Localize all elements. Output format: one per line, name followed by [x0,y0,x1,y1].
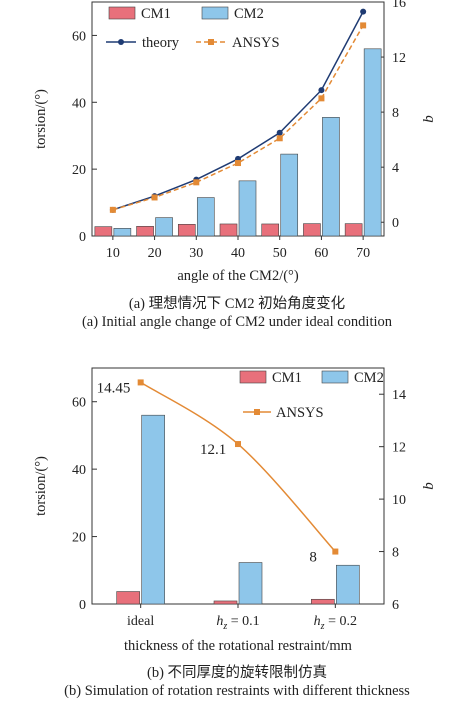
point-theory [360,8,367,15]
legend-label: ANSYS [232,35,280,51]
y-tick-label: 40 [72,96,86,111]
x-axis-title: angle of the CM2/(°) [177,268,299,284]
x-tick-label: hz = 0.1 [216,614,259,632]
x-tick-label: 10 [106,246,120,261]
point-theory [276,129,283,136]
point-ansys [151,194,158,201]
bar-cm1 [136,226,154,237]
caption-a-cn: (a) 理想情况下 CM2 初始角度变化 [128,296,346,312]
y-tick-label: 0 [79,230,86,245]
bar-cm2 [196,197,215,237]
point-ansys [235,441,241,448]
bar-cm2 [238,562,263,605]
point-ansys [360,22,367,29]
legend-label: theory [142,35,180,51]
bar-cm1 [303,223,321,237]
legend-swatch [108,6,136,20]
x-tick-label: 30 [189,246,203,261]
bar-cm1 [213,600,238,605]
bar-cm2 [336,564,360,605]
y2-tick-label: 16 [392,0,406,11]
caption-a-en: (a) Initial angle change of CM2 under id… [81,314,393,330]
bar-cm2 [141,414,165,605]
x-tick-label: 60 [314,246,328,261]
data-label: 14.45 [97,380,131,396]
y-tick-label: 0 [79,598,86,613]
point-theory [318,87,325,94]
legend-marker-theory [118,39,124,45]
data-label: 8 [309,550,317,566]
bar-cm1 [116,591,140,605]
y2-tick-label: 6 [392,598,399,613]
x-tick-label: hz = 0.2 [314,614,357,632]
point-ansys [109,206,116,213]
legend-swatch [239,370,267,384]
bar-cm2 [280,153,299,237]
bar-cm1 [94,226,113,237]
point-ansys [137,379,144,386]
caption-b-en: (b) Simulation of rotation restraints wi… [64,683,410,699]
x-tick-label: 40 [231,246,245,261]
y-tick-label: 40 [72,463,86,478]
y2-axis-title: b [421,482,437,490]
y2-tick-label: 10 [392,493,406,508]
x-axis-title: thickness of the rotational restraint/mm [124,638,353,654]
y2-tick-label: 0 [392,216,399,231]
y-tick-label: 60 [72,396,86,411]
chart-a: 0 20 40 60 0 4 8 12 16 10 20 30 40 50 60 70 angle of the… [33,0,437,284]
bar-cm2 [113,228,132,237]
y2-tick-label: 8 [392,546,399,561]
y2-axis-title: b [421,115,437,123]
legend-swatch [321,370,349,384]
point-ansys [193,179,200,186]
point-ansys [318,95,325,102]
legend-label: CM1 [141,6,171,22]
y-tick-label: 20 [72,163,86,178]
y2-tick-label: 4 [392,161,399,176]
x-tick-label: 50 [273,246,287,261]
y2-tick-label: 12 [392,441,406,456]
y2-tick-label: 14 [392,388,406,403]
y2-tick-label: 8 [392,106,399,121]
bar-cm2 [155,217,173,237]
point-ansys [276,135,283,142]
x-tick-label: ideal [127,614,154,629]
legend-swatch [201,6,229,20]
bar-cm1 [219,223,238,237]
legend-label: CM2 [234,6,264,22]
legend-marker-ansys [208,39,214,45]
data-label: 12.1 [200,442,226,458]
y-tick-label: 20 [72,531,86,546]
x-tick-label: 70 [356,246,370,261]
bar-cm1 [261,223,280,237]
point-ansys [332,548,339,555]
y2-tick-label: 12 [392,51,406,66]
legend-label: CM1 [272,370,302,386]
y-axis-title: torsion/(°) [33,89,49,149]
bar-cm2 [238,180,257,237]
legend-marker-ansys [254,409,260,415]
caption-b-cn: (b) 不同厚度的旋转限制仿真 [146,665,328,681]
x-tick-label: 20 [148,246,162,261]
chart-b: 0 20 40 60 6 8 10 12 14 ideal hz = 0.1 hz = 0.2 thic… [33,367,437,654]
bar-cm1 [344,223,363,237]
legend-label: CM2 [354,370,384,386]
y-tick-label: 60 [72,29,86,44]
point-ansys [235,160,241,167]
bar-cm1 [177,224,196,237]
bar-cm2 [322,117,340,237]
bar-cm2 [363,48,382,237]
y-axis-title: torsion/(°) [33,456,49,516]
legend-label: ANSYS [276,405,324,421]
bar-cm1 [311,598,335,605]
